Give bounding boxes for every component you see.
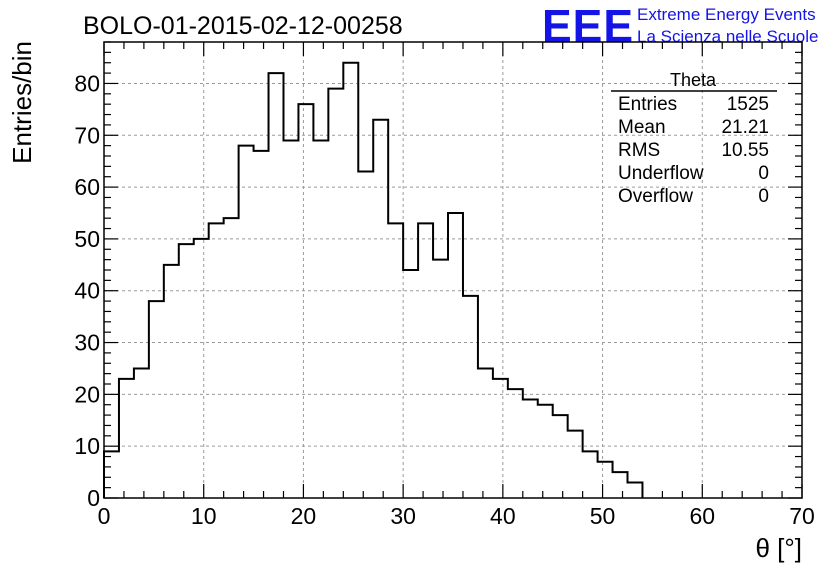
histogram-bin — [448, 213, 463, 498]
y-tick-label: 40 — [74, 278, 100, 304]
histogram-bin — [239, 146, 254, 498]
x-axis-label: θ [°] — [755, 533, 802, 563]
stats-value: 0 — [758, 163, 769, 184]
histogram-bin — [628, 482, 643, 498]
x-tick-label: 50 — [590, 503, 616, 529]
chart-title: BOLO-01-2015-02-12-00258 — [83, 12, 403, 40]
histogram-bin — [598, 462, 613, 498]
histogram-bin — [343, 63, 358, 498]
grid-lines — [104, 42, 802, 498]
histogram-bin — [478, 368, 493, 498]
histogram-bin — [209, 223, 224, 498]
histogram-bin — [134, 368, 149, 498]
histogram-bin — [328, 89, 343, 498]
histogram-bin — [493, 379, 508, 498]
histogram-bin — [358, 172, 373, 498]
y-tick-label: 10 — [74, 433, 100, 459]
histogram-bin — [254, 151, 269, 498]
histogram-bin — [283, 140, 298, 498]
histogram-bin — [149, 301, 164, 498]
histogram-bins — [104, 63, 642, 498]
stats-title: Theta — [670, 70, 717, 90]
stats-label: Entries — [618, 94, 677, 115]
y-tick-label: 60 — [74, 174, 100, 200]
stats-rows: Entries 1525 Mean 21.21 RMS 10.55 Underflow 0 Ov… — [618, 94, 769, 207]
brand-line-2: La Scienza nelle Scuole — [637, 27, 818, 46]
axis-ticks — [103, 41, 803, 499]
histogram-bin — [164, 265, 179, 498]
stats-label: Overflow — [618, 186, 693, 207]
stats-value: 1525 — [727, 94, 769, 115]
histogram-bin — [373, 120, 388, 498]
histogram-bin — [418, 223, 433, 498]
histogram-bin — [104, 451, 119, 498]
histogram-bin — [388, 223, 403, 498]
histogram-bin — [433, 260, 448, 498]
stats-value: 0 — [758, 186, 769, 207]
histogram-bin — [224, 218, 239, 498]
x-tick-label: 60 — [689, 503, 715, 529]
tick-labels: 0 10 20 30 40 50 60 70 0 10 20 30 40 50 60 70 80 — [74, 70, 814, 529]
histogram-bin — [179, 244, 194, 498]
histogram-bin — [313, 140, 328, 498]
histogram-bin — [119, 379, 134, 498]
histogram-bin — [583, 451, 598, 498]
stats-value: 10.55 — [721, 140, 769, 161]
brand-line-1: Extreme Energy Events — [637, 5, 816, 24]
histogram-bin — [463, 296, 478, 498]
y-axis-label: Entries/bin — [7, 41, 37, 164]
stats-label: RMS — [618, 140, 660, 161]
x-tick-label: 20 — [291, 503, 317, 529]
histogram-bin — [553, 415, 568, 498]
histogram-bin — [269, 73, 284, 498]
stats-label: Mean — [618, 117, 666, 138]
histogram-bin — [194, 239, 209, 498]
y-tick-label: 0 — [87, 485, 100, 511]
histogram-bin — [538, 405, 553, 498]
y-tick-label: 70 — [74, 122, 100, 148]
eee-logo: EEE — [542, 0, 634, 52]
histogram-outline — [103, 61, 644, 498]
x-tick-label: 40 — [490, 503, 516, 529]
stats-value: 21.21 — [721, 117, 769, 138]
histogram-bin — [613, 472, 628, 498]
histogram-bin — [523, 400, 538, 498]
y-tick-label: 80 — [74, 70, 100, 96]
x-tick-label: 10 — [191, 503, 217, 529]
histogram-bin — [298, 104, 313, 498]
histogram-bin — [568, 431, 583, 498]
stats-box: Theta Entries 1525 Mean 21.21 RMS 10.55 Underf… — [611, 70, 777, 207]
histogram-bin — [508, 389, 523, 498]
histogram-bin — [403, 270, 418, 498]
x-tick-label: 0 — [98, 503, 111, 529]
y-tick-label: 30 — [74, 330, 100, 356]
stats-label: Underflow — [618, 163, 704, 184]
x-tick-label: 30 — [390, 503, 416, 529]
y-tick-label: 50 — [74, 226, 100, 252]
y-tick-label: 20 — [74, 381, 100, 407]
x-tick-label: 70 — [789, 503, 815, 529]
